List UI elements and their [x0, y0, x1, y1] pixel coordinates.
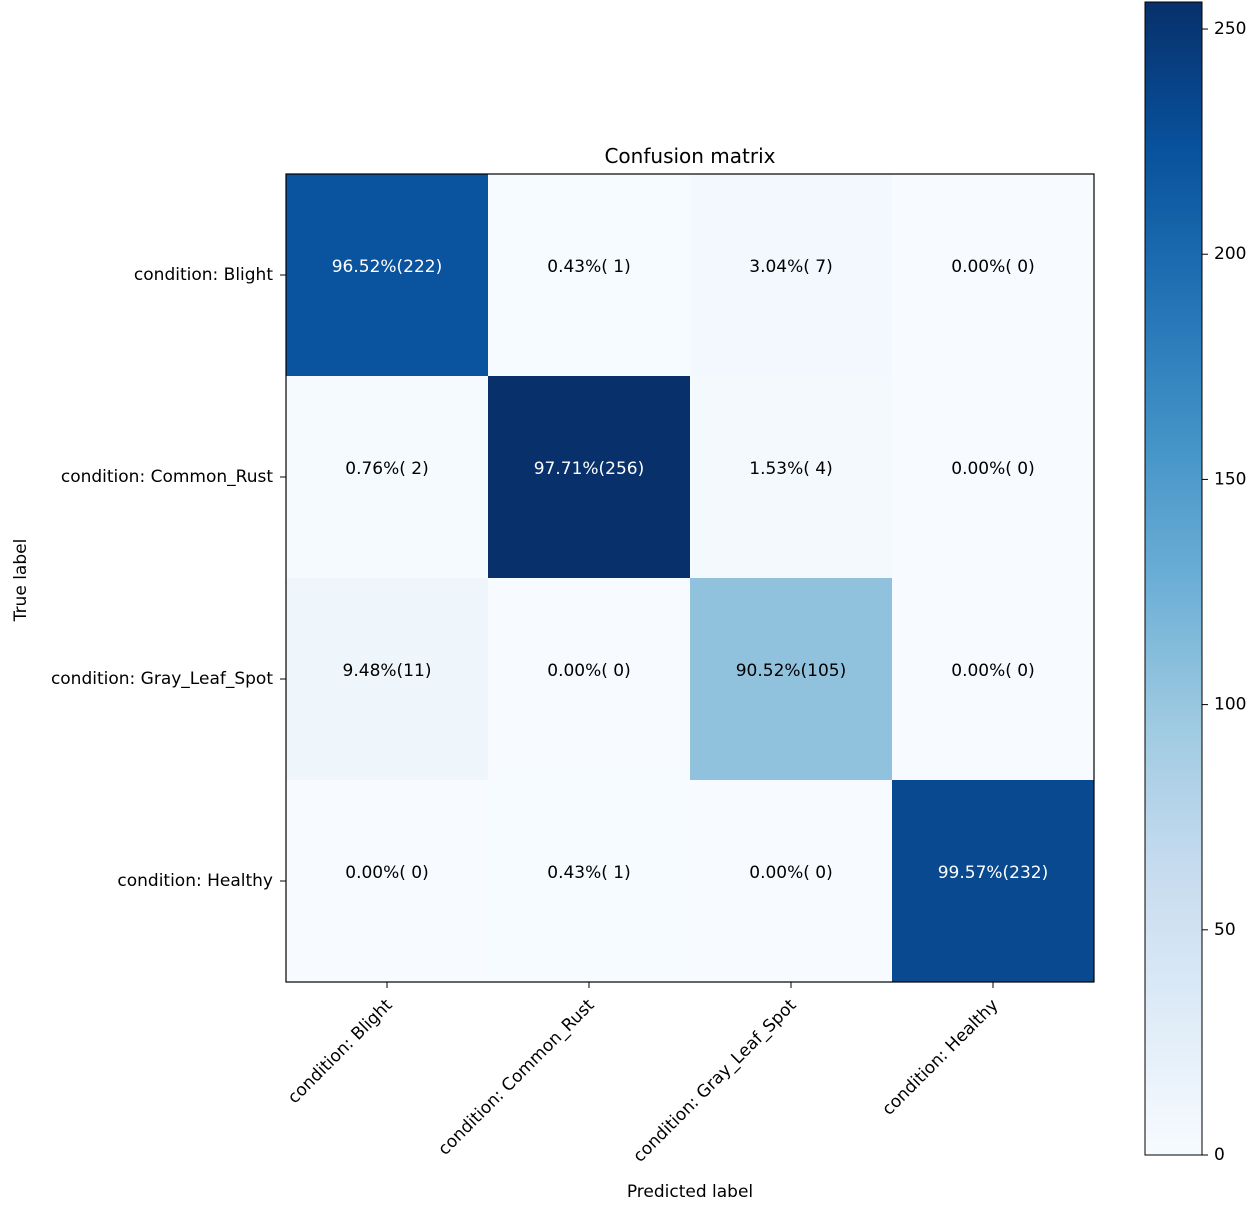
matrix-cell-r0-c0 [286, 174, 489, 377]
plot-frame [285, 173, 1095, 983]
y-tick-label-3: condition: Healthy [117, 871, 273, 891]
x-tick-label-1: condition: Common_Rust [434, 995, 598, 1159]
cell-label-r0-c1: 0.43%( 1) [547, 257, 631, 277]
y-axis-ticks: condition: Blight condition: Common_Rustc… [51, 265, 286, 891]
colorbar-tick-label-4: 200 [1214, 244, 1246, 264]
matrix-cell-labels: 96.52%(222) 0.43%( 1) 3.04%( 7) 0.00%( 0) 0.… [332, 257, 1049, 883]
cell-label-r1-c1: 97.71%(256) [534, 459, 645, 479]
x-tick-label-2: condition: Gray_Leaf_Spot [629, 995, 800, 1166]
colorbar-tick-label-3: 150 [1214, 469, 1246, 489]
cell-label-r0-c0: 96.52%(222) [332, 257, 443, 277]
colorbar: 0 50 100 150 200 250 [1144, 1, 1246, 1165]
matrix-cell-r2-c3 [892, 578, 1095, 781]
cell-label-r3-c0: 0.00%( 0) [345, 863, 429, 883]
matrix-cell-r1-c1 [488, 376, 691, 579]
y-tick-label-1: condition: Common_Rust [61, 467, 273, 487]
y-tick-label-2: condition: Gray_Leaf_Spot [51, 669, 273, 689]
matrix-cell-r1-c3 [892, 376, 1095, 579]
matrix-cell-r3-c3 [892, 780, 1095, 983]
colorbar-gradient [1144, 1, 1203, 1156]
x-tick-label-0: condition: Blight [284, 995, 397, 1108]
cell-label-r0-c3: 0.00%( 0) [951, 257, 1035, 277]
matrix-cell-r2-c1 [488, 578, 691, 781]
cell-label-r2-c3: 0.00%( 0) [951, 661, 1035, 681]
cell-label-r1-c3: 0.00%( 0) [951, 459, 1035, 479]
cell-label-r0-c2: 3.04%( 7) [749, 257, 833, 277]
matrix-cell-r1-c2 [690, 376, 893, 579]
matrix-cell-r0-c2 [690, 174, 893, 377]
matrix-cell-r1-c0 [286, 376, 489, 579]
cell-label-r1-c0: 0.76%( 2) [345, 459, 429, 479]
cell-label-r3-c2: 0.00%( 0) [749, 863, 833, 883]
cell-label-r3-c3: 99.57%(232) [938, 863, 1049, 883]
x-tick-label-3: condition: Healthy [878, 995, 1002, 1119]
matrix-cell-r0-c1 [488, 174, 691, 377]
chart-title: Confusion matrix [604, 144, 775, 168]
matrix-cells [286, 174, 1095, 983]
y-axis-label: True label [11, 539, 31, 623]
cell-label-r2-c0: 9.48%(11) [343, 661, 432, 681]
colorbar-tick-label-1: 50 [1214, 920, 1236, 940]
colorbar-tick-label-2: 100 [1214, 695, 1246, 715]
x-axis-ticks: condition: Blight condition: Common_Rust c… [284, 982, 1003, 1167]
cell-label-r2-c1: 0.00%( 0) [547, 661, 631, 681]
matrix-cell-r3-c0 [286, 780, 489, 983]
matrix-cell-r0-c3 [892, 174, 1095, 377]
matrix-cell-r3-c1 [488, 780, 691, 983]
matrix-cell-r3-c2 [690, 780, 893, 983]
matrix-cell-r2-c0 [286, 578, 489, 781]
cell-label-r3-c1: 0.43%( 1) [547, 863, 631, 883]
matrix-cell-r2-c2 [690, 578, 893, 781]
colorbar-ticks: 0 50 100 150 200 250 [1202, 19, 1246, 1165]
x-axis-label: Predicted label [627, 1182, 753, 1202]
cell-label-r1-c2: 1.53%( 4) [749, 459, 833, 479]
y-tick-label-0: condition: Blight [134, 265, 273, 285]
colorbar-tick-label-5: 250 [1214, 19, 1246, 39]
colorbar-tick-label-0: 0 [1214, 1145, 1225, 1165]
cell-label-r2-c2: 90.52%(105) [736, 661, 847, 681]
